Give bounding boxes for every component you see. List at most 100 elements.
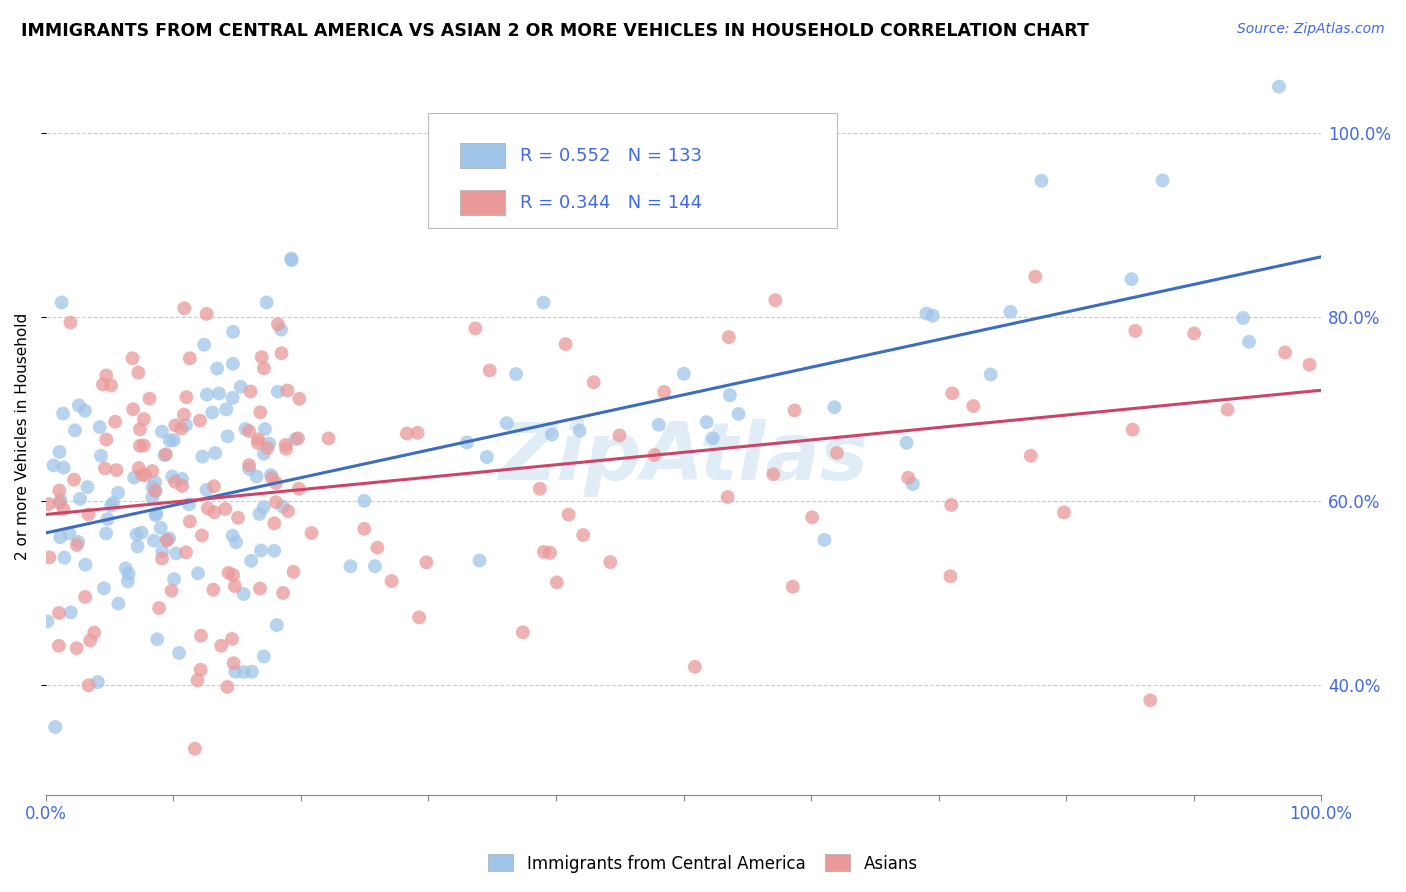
- Point: [170, 422, 193, 436]
- Point: [159, 434, 181, 448]
- Point: [52, 407, 75, 421]
- Point: [191, 528, 214, 542]
- Point: [186, 673, 208, 688]
- Point: [163, 572, 186, 586]
- Point: [201, 405, 224, 419]
- Point: [301, 526, 323, 541]
- Point: [235, 422, 257, 436]
- Point: [107, 597, 129, 611]
- Point: [79, 633, 101, 648]
- Point: [66, 641, 89, 656]
- Point: [202, 479, 225, 493]
- Point: [131, 467, 153, 482]
- Text: Source: ZipAtlas.com: Source: ZipAtlas.com: [1237, 22, 1385, 37]
- Point: [142, 533, 165, 548]
- Legend: Immigrants from Central America, Asians: Immigrants from Central America, Asians: [482, 847, 924, 880]
- Point: [145, 507, 167, 521]
- Point: [132, 412, 155, 426]
- Point: [77, 508, 100, 522]
- Point: [267, 317, 290, 331]
- Point: [59, 316, 82, 330]
- Point: [142, 480, 165, 494]
- Point: [239, 384, 262, 399]
- Point: [1024, 269, 1046, 284]
- Point: [221, 391, 243, 405]
- Point: [256, 295, 278, 310]
- Point: [1000, 305, 1022, 319]
- Point: [205, 361, 228, 376]
- Point: [554, 337, 576, 351]
- Bar: [460, 190, 505, 216]
- Point: [160, 469, 183, 483]
- Point: [897, 471, 920, 485]
- Point: [93, 582, 115, 596]
- Point: [218, 566, 240, 580]
- Point: [49, 493, 72, 508]
- Point: [464, 321, 486, 335]
- Point: [253, 447, 276, 461]
- Point: [280, 253, 302, 268]
- Point: [260, 468, 283, 483]
- Point: [1122, 423, 1144, 437]
- Point: [145, 508, 167, 523]
- Point: [160, 583, 183, 598]
- Point: [132, 438, 155, 452]
- Point: [222, 357, 245, 371]
- Point: [727, 407, 749, 421]
- Text: IMMIGRANTS FROM CENTRAL AMERICA VS ASIAN 2 OR MORE VEHICLES IN HOUSEHOLD CORRELA: IMMIGRANTS FROM CENTRAL AMERICA VS ASIAN…: [21, 22, 1090, 40]
- Point: [173, 301, 195, 316]
- Point: [177, 497, 200, 511]
- Point: [90, 449, 112, 463]
- Point: [270, 346, 292, 360]
- Point: [122, 470, 145, 484]
- Point: [1125, 324, 1147, 338]
- Point: [250, 350, 273, 364]
- Point: [156, 533, 179, 548]
- Point: [38, 550, 60, 565]
- Point: [59, 606, 82, 620]
- Point: [533, 545, 555, 559]
- Point: [44, 720, 66, 734]
- Point: [134, 468, 156, 483]
- Point: [896, 435, 918, 450]
- Point: [284, 432, 307, 446]
- Point: [980, 368, 1002, 382]
- Point: [66, 538, 89, 552]
- Point: [264, 495, 287, 509]
- Point: [150, 551, 173, 566]
- Y-axis label: 2 or more Vehicles in Household: 2 or more Vehicles in Household: [15, 312, 30, 560]
- Point: [250, 543, 273, 558]
- Point: [222, 325, 245, 339]
- Point: [48, 639, 70, 653]
- Point: [150, 544, 173, 558]
- Point: [277, 504, 299, 518]
- Point: [609, 428, 631, 442]
- Point: [408, 610, 430, 624]
- Point: [204, 446, 226, 460]
- Point: [381, 574, 404, 588]
- Point: [170, 472, 193, 486]
- Point: [475, 450, 498, 464]
- Point: [184, 741, 207, 756]
- Point: [141, 491, 163, 505]
- Point: [128, 461, 150, 475]
- Point: [683, 660, 706, 674]
- Point: [271, 586, 294, 600]
- Point: [48, 496, 70, 510]
- Point: [53, 550, 76, 565]
- Point: [222, 568, 245, 582]
- Point: [406, 425, 429, 440]
- Point: [652, 384, 675, 399]
- Point: [94, 461, 117, 475]
- Point: [202, 505, 225, 519]
- Point: [441, 211, 464, 225]
- Point: [541, 427, 564, 442]
- Point: [217, 429, 239, 443]
- Point: [165, 418, 187, 433]
- Point: [155, 533, 177, 548]
- Point: [48, 483, 70, 498]
- Point: [188, 413, 211, 427]
- Point: [238, 458, 260, 472]
- Point: [89, 420, 111, 434]
- Point: [240, 554, 263, 568]
